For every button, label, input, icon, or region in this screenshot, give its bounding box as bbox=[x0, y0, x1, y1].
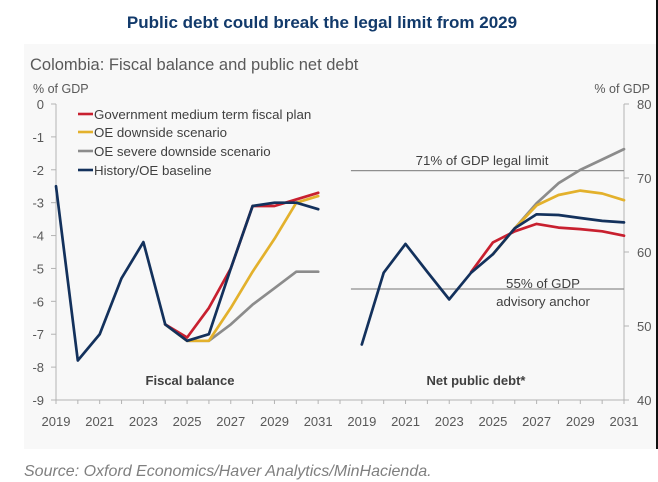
series-lines bbox=[54, 147, 626, 362]
legend-label-oe-severe-downside: OE severe downside scenario bbox=[94, 144, 271, 159]
x-tick-label-fiscal-balance: 2029 bbox=[260, 414, 289, 429]
right-y-tick-label: 50 bbox=[637, 319, 651, 334]
left-y-tick-label: -8 bbox=[32, 360, 44, 375]
legal-limit-label: 71% of GDP legal limit bbox=[416, 153, 549, 168]
right-y-tick-label: 40 bbox=[637, 393, 651, 408]
legend-item-baseline: History/OE baseline bbox=[78, 163, 212, 178]
series-line-fiscal-balance-history-oe-baseline bbox=[54, 184, 320, 362]
legend-item-oe-downside: OE downside scenario bbox=[78, 125, 227, 140]
panel-label-net-public-debt: Net public debt* bbox=[427, 373, 527, 388]
legend-item-government-plan: Government medium term fiscal plan bbox=[78, 107, 311, 122]
x-tick-label-fiscal-balance: 2027 bbox=[216, 414, 245, 429]
x-tick-label-net-public-debt: 2031 bbox=[610, 414, 639, 429]
x-tick-label-net-public-debt: 2021 bbox=[391, 414, 420, 429]
left-y-tick-label: -6 bbox=[32, 294, 44, 309]
x-tick-label-fiscal-balance: 2021 bbox=[85, 414, 114, 429]
legend-item-oe-severe-downside: OE severe downside scenario bbox=[78, 144, 271, 159]
x-tick-label-net-public-debt: 2025 bbox=[478, 414, 507, 429]
left-axis-unit-label: % of GDP bbox=[33, 82, 89, 96]
legend-label-oe-downside: OE downside scenario bbox=[94, 125, 227, 140]
panel-label-fiscal-balance: Fiscal balance bbox=[146, 373, 235, 388]
left-y-tick-label: -7 bbox=[32, 327, 44, 342]
legend-label-government-plan: Government medium term fiscal plan bbox=[94, 107, 311, 122]
x-tick-label-net-public-debt: 2029 bbox=[566, 414, 595, 429]
advisory-anchor-label-line2: advisory anchor bbox=[496, 294, 590, 309]
series-line-net-public-debt-history-oe-baseline bbox=[360, 212, 626, 346]
right-y-tick-label: 60 bbox=[637, 245, 651, 260]
series-line-net-public-debt-government-medium-term-fiscal-plan bbox=[469, 222, 626, 274]
x-tick-label-net-public-debt: 2027 bbox=[522, 414, 551, 429]
left-y-tick-label: -1 bbox=[32, 130, 44, 145]
left-y-tick-label: -5 bbox=[32, 261, 44, 276]
right-y-tick-label: 80 bbox=[637, 97, 651, 112]
advisory-anchor-label-line1: 55% of GDP bbox=[506, 276, 580, 291]
left-y-tick-label: -9 bbox=[32, 393, 44, 408]
left-y-tick-label: -2 bbox=[32, 163, 44, 178]
x-tick-label-fiscal-balance: 2031 bbox=[304, 414, 333, 429]
chart-subtitle: Colombia: Fiscal balance and public net … bbox=[30, 56, 359, 74]
right-axis-unit-label: % of GDP bbox=[594, 82, 650, 96]
left-y-tick-label: -4 bbox=[32, 229, 44, 244]
legend: Government medium term fiscal plan OE do… bbox=[78, 107, 311, 178]
x-tick-label-net-public-debt: 2023 bbox=[435, 414, 464, 429]
x-tick-label-fiscal-balance: 2023 bbox=[129, 414, 158, 429]
x-tick-label-fiscal-balance: 2025 bbox=[173, 414, 202, 429]
left-y-tick-label: 0 bbox=[37, 97, 44, 112]
chart-title: Public debt could break the legal limit … bbox=[127, 13, 517, 32]
x-tick-label-net-public-debt: 2019 bbox=[347, 414, 376, 429]
x-tick-label-fiscal-balance: 2019 bbox=[42, 414, 71, 429]
right-y-tick-label: 70 bbox=[637, 171, 651, 186]
chart-panel-background bbox=[24, 44, 656, 449]
left-y-tick-label: -3 bbox=[32, 196, 44, 211]
legend-label-baseline: History/OE baseline bbox=[94, 163, 212, 178]
source-note: Source: Oxford Economics/Haver Analytics… bbox=[24, 463, 432, 480]
axes: 0 -1 -2 -3 -4 -5 -6 -7 -8 -9 2019 2021 2023 2025 2027 2… bbox=[32, 97, 651, 429]
